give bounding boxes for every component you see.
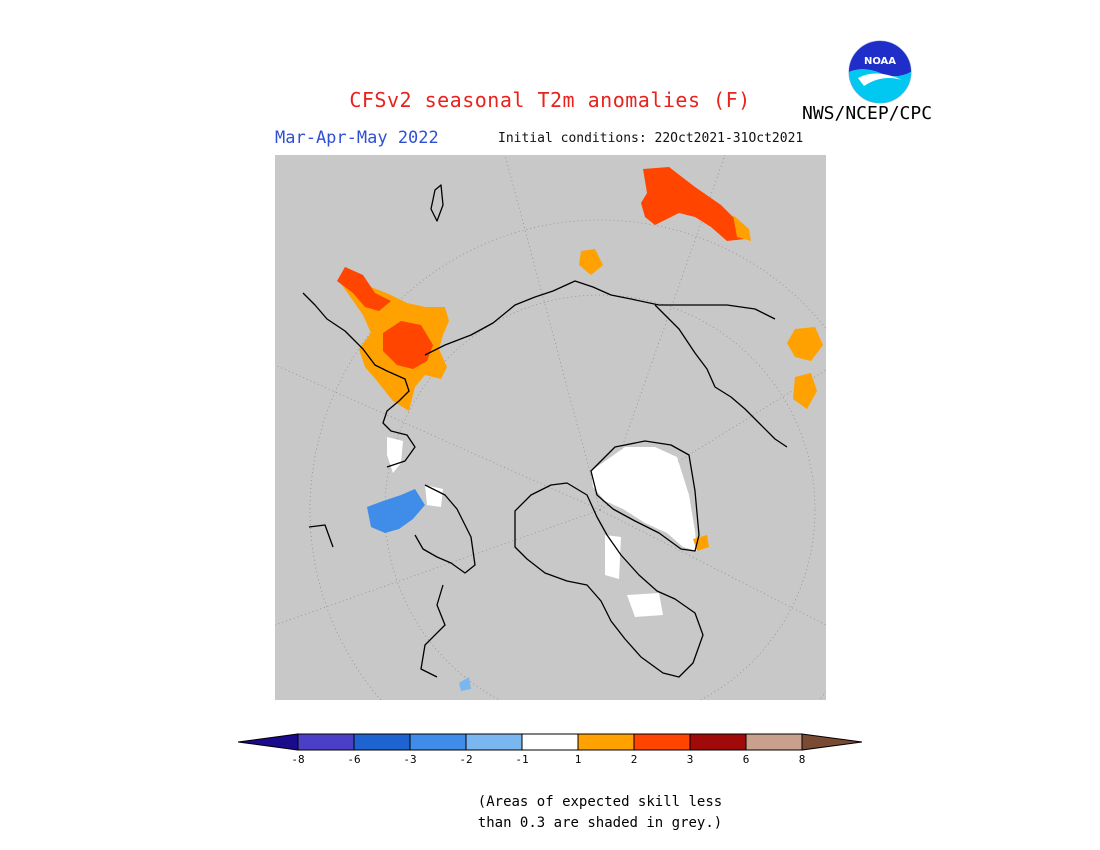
legend-tick: -2 — [459, 753, 473, 766]
agency-label: NWS/NCEP/CPC — [802, 103, 933, 124]
region-alaska-coast — [787, 327, 823, 361]
region-india-white — [387, 437, 403, 473]
legend-bin-5 — [521, 733, 579, 751]
region-mexico-spots — [793, 373, 817, 409]
logo-text: NOAA — [864, 56, 896, 67]
legend-tick: 1 — [574, 753, 582, 766]
region-usa-white — [627, 593, 663, 617]
legend-tick: 6 — [742, 753, 750, 766]
legend-bin-8 — [689, 733, 747, 751]
region-northeast-asia-fringe — [733, 215, 751, 241]
legend-tick: 3 — [686, 753, 694, 766]
region-greenland-tip — [693, 535, 709, 551]
map-background — [275, 155, 826, 700]
legend-tick: -8 — [291, 753, 305, 766]
legend-tick: 8 — [798, 753, 806, 766]
coastlines — [302, 184, 788, 678]
legend-arrow-high — [801, 733, 862, 751]
legend-bin-6 — [577, 733, 635, 751]
anomaly-regions — [337, 167, 823, 691]
legend-bin-2 — [353, 733, 411, 751]
map-title: CFSv2 seasonal T2m anomalies (F) — [349, 88, 751, 112]
legend-bin-1 — [297, 733, 355, 751]
forecast-period: Mar-Apr-May 2022 — [275, 128, 439, 148]
legend-tick: -3 — [403, 753, 417, 766]
skill-note-line-1: (Areas of expected skill less — [477, 794, 723, 810]
region-arabia-white — [425, 485, 443, 507]
legend-tick: 2 — [630, 753, 638, 766]
legend-bin-4 — [465, 733, 523, 751]
region-central-asia-spots — [579, 249, 603, 275]
legend-arrow-low — [238, 733, 299, 751]
region-central-china-hot — [383, 321, 433, 369]
region-eastern-siberia — [641, 167, 745, 241]
noaa-logo: NOAA — [848, 40, 912, 104]
legend-bin-9 — [745, 733, 803, 751]
skill-note: (Areas of expected skill less than 0.3 a… — [470, 792, 730, 834]
skill-note-line-2: than 0.3 are shaded in grey.) — [477, 815, 723, 831]
legend-tick: -1 — [515, 753, 529, 766]
legend-tick: -6 — [347, 753, 361, 766]
initial-conditions: Initial conditions: 22Oct2021-31Oct2021 — [498, 131, 804, 146]
region-canada-white — [605, 535, 621, 579]
region-arabia-cool — [367, 489, 425, 533]
legend-bin-3 — [409, 733, 467, 751]
color-legend — [238, 733, 862, 751]
region-africa-fringe — [459, 677, 471, 691]
legend-bin-7 — [633, 733, 691, 751]
region-greenland-white — [591, 447, 697, 551]
forecast-map — [275, 155, 826, 700]
region-north-china-hot — [337, 267, 391, 311]
